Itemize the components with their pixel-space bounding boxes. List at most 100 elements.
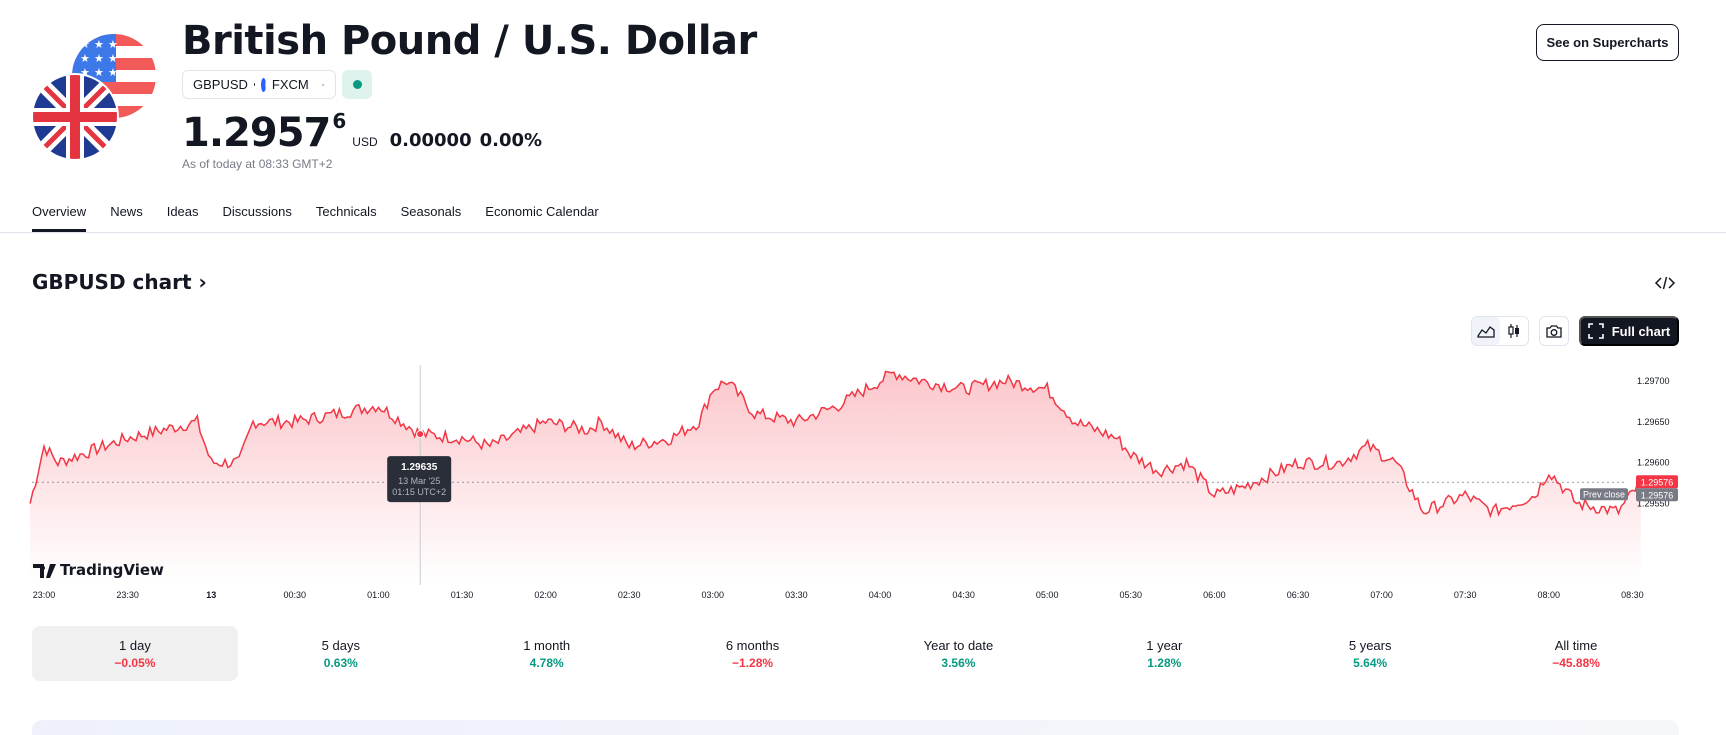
tab-economic-calendar[interactable]: Economic Calendar [485,204,599,219]
candles-icon [1508,324,1519,338]
period-1-day[interactable]: 1 day −0.05% [32,626,238,681]
x-tick-label: 04:00 [869,590,892,600]
x-tick-label: 08:30 [1621,590,1644,600]
x-axis: 23:00 23:30 13 00:30 01:00 01:30 02:00 02:30 03:… [33,590,1644,600]
uk-flag-icon [32,74,118,160]
candles-chart-button[interactable] [1500,317,1528,345]
tooltip-date: 13 Mar '25 [398,476,440,486]
symbol-label: GBPUSD [193,77,248,92]
price-change-pct: 0.00% [479,130,543,151]
x-tick-label: 04:30 [952,590,975,600]
symbol-exchange-selector[interactable]: GBPUSD FXCM [182,70,336,99]
tradingview-wordmark: TradingView [60,561,164,579]
period-label: 1 year [1146,637,1183,653]
separator-dot [253,83,255,86]
tooltip-time: 01:15 UTC+2 [392,487,446,497]
tab-seasonals[interactable]: Seasonals [400,204,462,219]
snapshot-button[interactable] [1539,316,1569,346]
svg-text:★: ★ [108,52,118,65]
last-price-pip: 6 [332,109,347,133]
prev-close-label: Prev close [1583,489,1625,499]
full-chart-button[interactable]: Full chart [1579,316,1679,346]
chart-tooltip: 1.29635 13 Mar '25 01:15 UTC+2 [387,456,452,503]
x-tick-label: 00:30 [284,590,307,600]
svg-text:★: ★ [108,38,118,51]
symbol-tabs: Overview News Ideas Discussions Technica… [32,204,623,232]
x-tick-label: 01:00 [367,590,390,600]
period-label: Year to date [923,637,994,653]
last-price-tag: 1.29576 [1641,477,1674,487]
chevron-down-icon [321,83,325,86]
period-change: 4.78% [529,655,564,670]
period-5-years[interactable]: 5 years 5.64% [1267,626,1473,681]
svg-text:★: ★ [94,52,104,65]
period-1-year[interactable]: 1 year 1.28% [1061,626,1267,681]
last-price-badge: 1.29576 [1636,475,1678,489]
market-status-badge[interactable] [342,70,372,99]
period-label: 6 months [725,637,780,653]
period-all-time[interactable]: All time −45.88% [1473,626,1679,681]
svg-text:★: ★ [108,66,118,79]
next-section-card [32,720,1679,735]
y-tick-label: 1.29650 [1637,417,1670,427]
period-year-to-date[interactable]: Year to date 3.56% [856,626,1062,681]
svg-text:★: ★ [80,66,90,79]
svg-text:★: ★ [94,66,104,79]
x-tick-label: 06:30 [1287,590,1310,600]
tab-news[interactable]: News [110,204,143,219]
x-tick-label: 05:30 [1120,590,1143,600]
exchange-label: FXCM [271,77,309,92]
chart-section-title[interactable]: GBPUSD chart › [32,270,207,294]
embed-code-icon[interactable] [1654,274,1676,292]
period-1-month[interactable]: 1 month 4.78% [444,626,650,681]
chart-title-text: GBPUSD chart [32,270,192,294]
period-change: 5.64% [1353,655,1388,670]
svg-text:★: ★ [94,38,104,51]
tab-discussions[interactable]: Discussions [222,204,292,219]
x-tick-label: 07:30 [1454,590,1477,600]
chart-style-toggle [1471,316,1529,346]
last-price: 1.2957 [182,110,331,156]
period-6-months[interactable]: 6 months −1.28% [650,626,856,681]
period-change: −1.28% [732,655,774,670]
x-tick-label: 08:00 [1538,590,1561,600]
x-tick-label: 23:00 [33,590,56,600]
y-tick-label: 1.29600 [1637,458,1670,468]
market-open-icon [352,80,362,89]
tab-ideas[interactable]: Ideas [166,204,199,219]
x-tick-label: 03:30 [785,590,808,600]
currency-flags: ★ ★ ★ ★ ★ ★ ★ ★ ★ [31,34,162,164]
period-change: 1.28% [1147,655,1182,670]
tabs-divider [0,232,1726,233]
x-tick-label: 06:00 [1203,590,1226,600]
y-tick-label: 1.29550 [1637,498,1670,508]
chevron-right-icon: › [198,270,207,294]
price-block: 1.2957 6 USD 0.00000 0.00% [182,109,550,156]
area-chart-button[interactable] [1472,317,1500,345]
price-line [29,370,1642,519]
price-timestamp: As of today at 08:33 GMT+2 [182,157,333,171]
x-tick-label: 01:30 [451,590,474,600]
see-on-supercharts-button[interactable]: See on Supercharts [1536,24,1679,61]
price-currency: USD [352,135,378,149]
tradingview-watermark[interactable]: TradingView [33,561,164,579]
price-change-abs: 0.00000 [389,130,472,151]
period-change: −0.05% [114,655,156,670]
hover-point [416,430,425,439]
y-axis: 1.29700 1.29650 1.29600 1.29550 [1637,376,1670,509]
tab-technicals[interactable]: Technicals [315,204,377,219]
camera-icon [1546,324,1562,338]
prev-close-badge: Prev close [1580,488,1628,501]
tradingview-logo-icon [33,564,56,578]
period-5-days[interactable]: 5 days 0.63% [238,626,444,681]
us-flag-icon: ★ ★ ★ ★ ★ ★ ★ ★ ★ [72,34,156,118]
period-label: 1 month [523,637,571,653]
price-chart[interactable]: 1.29635 13 Mar '25 01:15 UTC+2 1.297001.… [0,355,1726,610]
x-tick-label: 02:30 [618,590,641,600]
period-change: −45.88% [1552,655,1600,670]
period-change: 3.56% [941,655,976,670]
x-tick-label: 07:00 [1370,590,1393,600]
tab-overview[interactable]: Overview [32,204,87,232]
tooltip-value: 1.29635 [401,462,438,473]
x-tick-label: 05:00 [1036,590,1059,600]
